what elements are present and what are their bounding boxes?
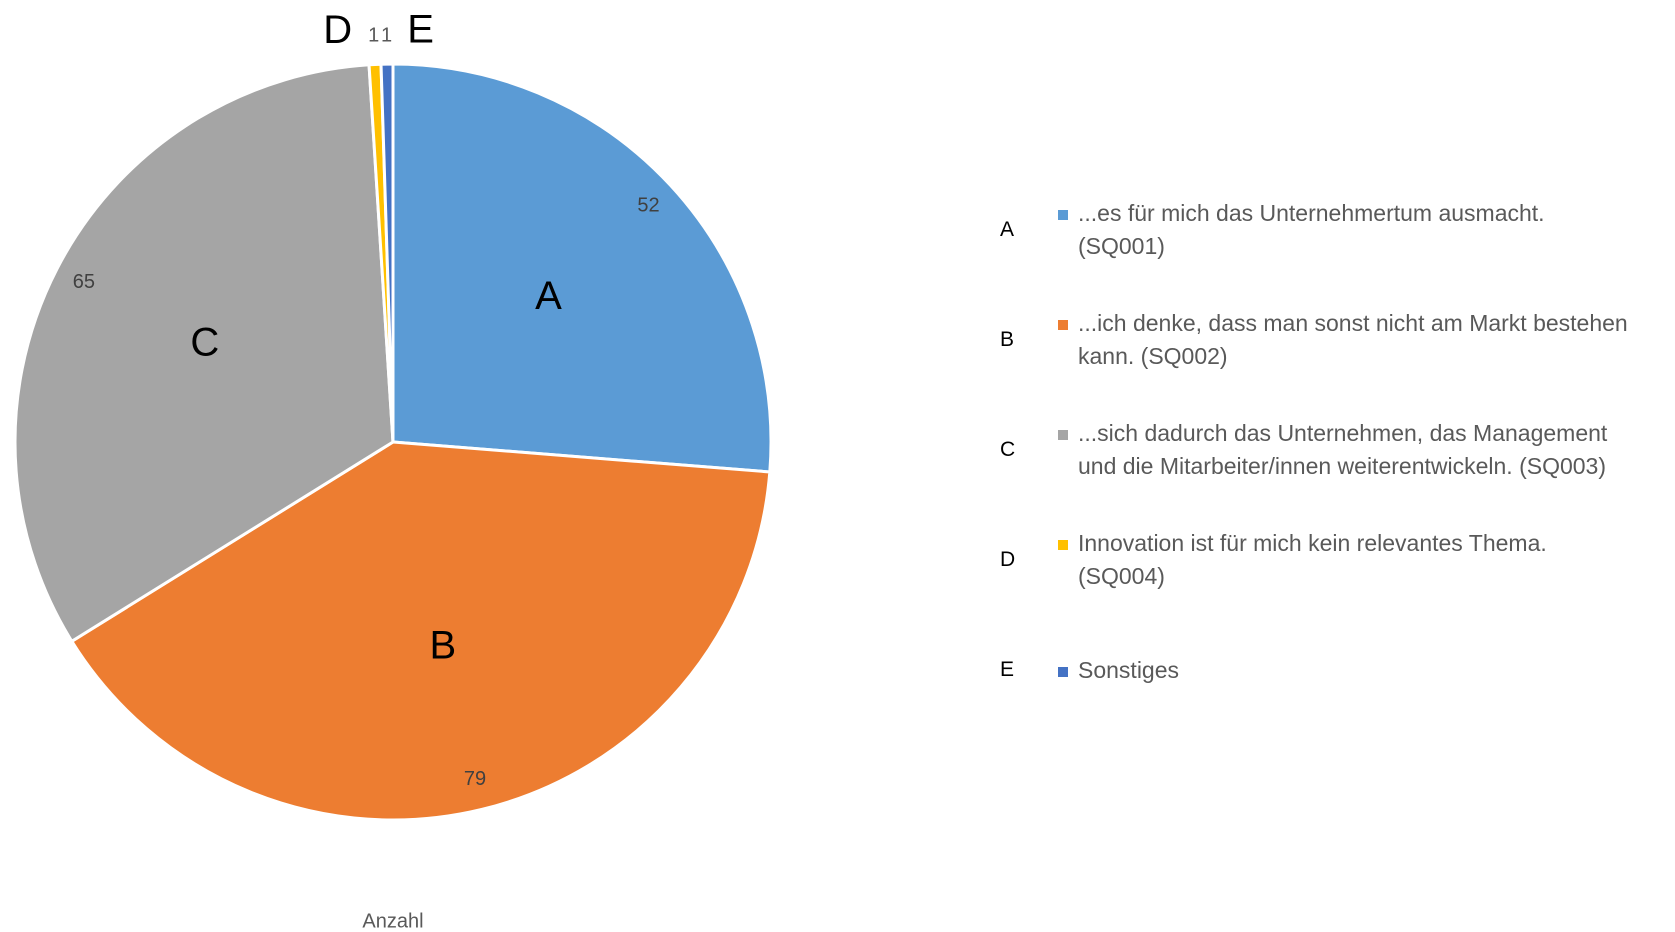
- legend-letter: D: [1000, 548, 1016, 571]
- legend-label: Innovation ist für mich kein relevantes …: [1078, 530, 1547, 589]
- value-label: 1: [368, 25, 379, 47]
- value-label: 79: [464, 768, 486, 790]
- slice-label: E: [407, 8, 434, 52]
- legend-label: ...sich dadurch das Unternehmen, das Man…: [1078, 420, 1608, 479]
- legend-letter: C: [1000, 438, 1016, 461]
- legend: A ...es für mich das Unternehmertum ausma…: [1000, 175, 1640, 725]
- legend-entry: Sonstiges: [1058, 615, 1628, 725]
- legend-swatch: [1058, 210, 1068, 220]
- legend-entry: ...es für mich das Unternehmertum ausmac…: [1058, 175, 1628, 285]
- legend-item: D Innovation ist für mich kein relevantes…: [1000, 505, 1640, 615]
- legend-label: Sonstiges: [1078, 656, 1180, 683]
- legend-text-box: ...sich dadurch das Unternehmen, das Man…: [1058, 417, 1628, 483]
- value-label: 1: [381, 24, 392, 46]
- legend-entry: Innovation ist für mich kein relevantes …: [1058, 505, 1628, 615]
- slice-label: A: [535, 274, 562, 318]
- pie-slice: [391, 62, 773, 474]
- legend-label: ...ich denke, dass man sonst nicht am Ma…: [1078, 310, 1628, 369]
- legend-letter: B: [1000, 328, 1015, 351]
- legend-swatch: [1058, 430, 1068, 440]
- pie-slice: [69, 440, 772, 822]
- legend-text-box: Innovation ist für mich kein relevantes …: [1058, 527, 1628, 593]
- legend-swatch: [1058, 540, 1068, 550]
- legend-item: E Sonstiges: [1000, 615, 1640, 725]
- legend-entry: ...ich denke, dass man sonst nicht am Ma…: [1058, 285, 1628, 395]
- legend-entry: ...sich dadurch das Unternehmen, das Man…: [1058, 395, 1628, 505]
- legend-label: ...es für mich das Unternehmertum ausmac…: [1078, 200, 1545, 259]
- legend-item: A ...es für mich das Unternehmertum ausma…: [1000, 175, 1640, 285]
- legend-text-box: ...ich denke, dass man sonst nicht am Ma…: [1058, 307, 1628, 373]
- slice-label: D: [323, 8, 352, 52]
- value-label: 65: [73, 271, 95, 293]
- slice-label: B: [430, 623, 457, 667]
- slice-label: C: [190, 321, 219, 365]
- legend-swatch: [1058, 666, 1068, 677]
- legend-letter: E: [1000, 658, 1015, 681]
- value-label: 52: [637, 194, 659, 216]
- series-name: Anzahl: [362, 910, 423, 932]
- legend-text-box: ...es für mich das Unternehmertum ausmac…: [1058, 197, 1628, 263]
- pie-slice: [13, 63, 395, 644]
- legend-item: B ...ich denke, dass man sonst nicht am M…: [1000, 285, 1640, 395]
- legend-text-box: Sonstiges: [1058, 654, 1179, 687]
- legend-swatch: [1058, 320, 1068, 330]
- legend-item: C ...sich dadurch das Unternehmen, das Ma…: [1000, 395, 1640, 505]
- pie-slice: [379, 62, 395, 443]
- legend-letter: A: [1000, 218, 1015, 241]
